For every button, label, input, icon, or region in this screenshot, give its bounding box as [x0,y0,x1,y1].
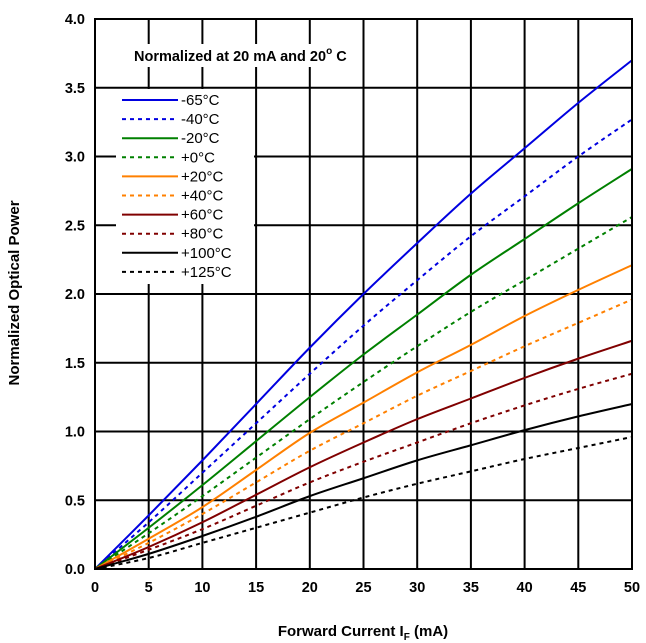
y-tick-labels: 0.0 0.5 1.0 1.5 2.0 2.5 3.0 3.5 4.0 [65,12,85,578]
series-line-5 [94,298,633,570]
x-tick-label: 0 [91,580,99,596]
annotation-background [130,44,352,67]
series-lines [94,59,633,570]
series-line-7 [94,372,633,570]
legend-label: +125°C [181,264,232,281]
legend-label: +20°C [181,168,223,185]
x-tick-labels: 0 5 10 15 20 25 30 35 40 45 50 [91,580,640,596]
legend-label: -40°C [181,111,220,128]
legend: -65°C -40°C -20°C +0°C +20°C +40°C +60°C +80°C +… [122,92,232,281]
series-line-3 [94,216,633,570]
series-line-8 [94,403,633,570]
legend-label: +80°C [181,226,223,243]
legend-label: -20°C [181,130,220,147]
y-tick-label: 3.5 [65,81,85,97]
annotation-suffix: C [332,49,347,65]
y-tick-label: 0.5 [65,493,85,509]
series-line-2 [94,168,633,570]
legend-label: +100°C [181,245,232,262]
series-line-4 [94,264,633,570]
y-tick-label: 1.5 [65,356,85,372]
plot-frame [94,18,633,570]
y-tick-label: 2.5 [65,218,85,234]
x-tick-label: 40 [517,580,533,596]
y-tick-label: 4.0 [65,12,85,28]
series-line-1 [94,118,633,570]
legend-label: -65°C [181,92,220,109]
x-axis-label-text: Forward Current I [278,623,404,640]
legend-label: +60°C [181,207,223,224]
x-tick-label: 20 [302,580,318,596]
legend-background [116,89,254,284]
x-axis-label-subscript: F [404,632,410,643]
y-tick-label: 0.0 [65,562,85,578]
x-tick-label: 5 [145,580,153,596]
legend-label: +0°C [181,149,215,166]
x-axis-label-suffix: (mA) [410,623,448,640]
x-tick-label: 45 [570,580,586,596]
x-tick-label: 35 [463,580,479,596]
annotation-text: Normalized at 20 mA and 20 [134,49,326,65]
x-tick-label: 10 [194,580,210,596]
y-axis-label: Normalized Optical Power [6,200,23,385]
y-tick-label: 1.0 [65,425,85,441]
y-tick-label: 2.0 [65,287,85,303]
x-axis-label: Forward Current IF (mA) [278,623,448,643]
series-line-0 [94,59,633,570]
y-tick-label: 3.0 [65,150,85,166]
x-tick-label: 15 [248,580,264,596]
x-tick-label: 30 [409,580,425,596]
series-line-9 [94,436,633,570]
x-tick-label: 50 [624,580,640,596]
x-tick-label: 25 [355,580,371,596]
series-line-6 [94,339,633,570]
legend-label: +40°C [181,188,223,205]
annotation-superscript: o [326,46,332,57]
chart-annotation: Normalized at 20 mA and 20o C [134,46,347,65]
